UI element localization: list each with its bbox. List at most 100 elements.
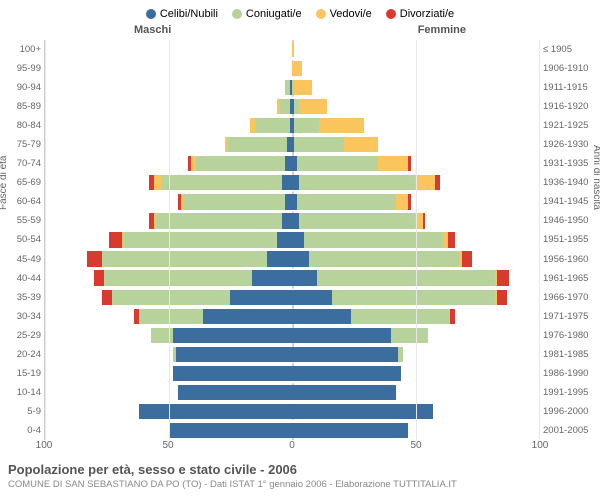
segment [408, 194, 410, 209]
gridline [539, 40, 540, 440]
y-right-tick: 1906-1910 [543, 63, 596, 74]
segment [292, 232, 304, 247]
legend-label: Celibi/Nubili [160, 8, 218, 20]
y-right-tick: 1936-1940 [543, 177, 596, 188]
segment [139, 404, 292, 419]
y-left-tick: 55-59 [4, 215, 41, 226]
segment [124, 232, 277, 247]
chart-title: Popolazione per età, sesso e stato civil… [8, 462, 596, 477]
segment [292, 213, 299, 228]
y-left-tick: 25-29 [4, 330, 41, 341]
segment [230, 290, 292, 305]
age-row [45, 383, 539, 402]
legend-item: Celibi/Nubili [146, 8, 218, 20]
y-right-tick: 1946-1950 [543, 215, 596, 226]
segment [173, 366, 292, 381]
y-left-tick: 15-19 [4, 368, 41, 379]
segment [292, 347, 398, 362]
segment [423, 213, 425, 228]
segment [280, 99, 290, 114]
segment [292, 366, 401, 381]
age-row [45, 288, 539, 307]
x-tick: 0 [289, 440, 295, 451]
segment [344, 137, 379, 152]
x-tick: 50 [162, 440, 173, 451]
x-tick: 50 [410, 440, 421, 451]
y-right-tick: 1916-1920 [543, 101, 596, 112]
legend-swatch [146, 9, 156, 19]
y-left-tick: 70-74 [4, 158, 41, 169]
segment [285, 156, 292, 171]
segment [292, 61, 302, 76]
segment [292, 251, 309, 266]
y-left-labels: 100+95-9990-9485-8980-8475-7970-7465-696… [4, 40, 44, 440]
segment [497, 270, 509, 285]
x-tick: 100 [36, 440, 53, 451]
segment [299, 175, 415, 190]
legend-swatch [232, 9, 242, 19]
segment [294, 118, 319, 133]
segment [294, 80, 311, 95]
segment [156, 213, 282, 228]
age-row [45, 116, 539, 135]
pyramid-chart: Celibi/NubiliConiugati/eVedovi/eDivorzia… [0, 0, 600, 500]
age-row [45, 173, 539, 192]
y-left-tick: 80-84 [4, 120, 41, 131]
segment [299, 99, 326, 114]
legend-swatch [316, 9, 326, 19]
segment [415, 213, 422, 228]
y-left-tick: 85-89 [4, 101, 41, 112]
segment [297, 156, 379, 171]
segment [309, 251, 460, 266]
y-right-tick: 1966-1970 [543, 292, 596, 303]
y-right-tick: 1951-1955 [543, 234, 596, 245]
rows [45, 40, 539, 440]
age-row [45, 230, 539, 249]
segment [252, 270, 292, 285]
segment [292, 328, 391, 343]
segment [497, 290, 507, 305]
chart-subtitle: COMUNE DI SAN SEBASTIANO DA PO (TO) - Da… [8, 479, 596, 490]
y-left-tick: 65-69 [4, 177, 41, 188]
y-right-tick: 1996-2000 [543, 406, 596, 417]
segment [297, 194, 396, 209]
segment [196, 156, 285, 171]
age-row [45, 250, 539, 269]
header-male: Maschi [134, 24, 171, 36]
y-left-tick: 45-49 [4, 254, 41, 265]
segment [292, 309, 351, 324]
age-row [45, 192, 539, 211]
segment [173, 328, 292, 343]
y-left-tick: 35-39 [4, 292, 41, 303]
segment [282, 213, 292, 228]
segment [378, 156, 408, 171]
y-left-tick: 75-79 [4, 139, 41, 150]
y-right-tick: 1961-1965 [543, 273, 596, 284]
column-headers: Maschi Femmine [4, 24, 596, 40]
age-row [45, 326, 539, 345]
segment [351, 309, 450, 324]
segment [304, 232, 442, 247]
x-axis: 10050050100 [44, 440, 540, 456]
segment [292, 404, 433, 419]
age-row [45, 59, 539, 78]
segment [169, 423, 293, 438]
y-left-tick: 5-9 [4, 406, 41, 417]
segment [87, 251, 102, 266]
legend-label: Vedovi/e [330, 8, 372, 20]
segment [396, 194, 408, 209]
y-right-tick: 2001-2005 [543, 425, 596, 436]
y-left-tick: 20-24 [4, 349, 41, 360]
segment [282, 175, 292, 190]
age-row [45, 402, 539, 421]
segment [112, 290, 231, 305]
segment [267, 251, 292, 266]
segment [109, 232, 121, 247]
legend-item: Vedovi/e [316, 8, 372, 20]
segment [277, 232, 292, 247]
segment [183, 194, 284, 209]
segment [292, 290, 332, 305]
gridline [416, 40, 417, 440]
y-right-tick: 1981-1985 [543, 349, 596, 360]
y-right-tick: 1921-1925 [543, 120, 596, 131]
